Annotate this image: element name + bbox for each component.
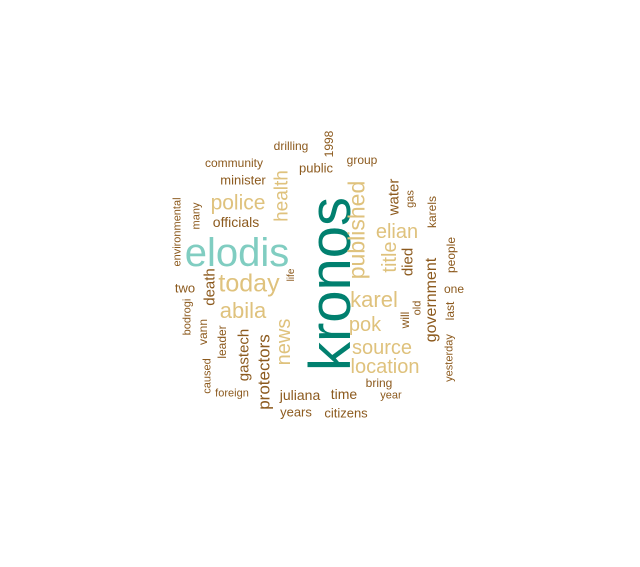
word-cloud-word: caused (201, 358, 214, 394)
word-cloud-word: time (330, 386, 358, 402)
word-cloud-word: one (443, 282, 465, 296)
word-cloud-word: location (350, 356, 420, 378)
word-cloud-word: group (346, 153, 378, 167)
word-cloud-word: abila (219, 298, 267, 323)
word-cloud-word: will (398, 311, 412, 329)
word-cloud-word: juliana (279, 387, 321, 403)
word-cloud-word: last (443, 301, 457, 321)
word-cloud-word: community (204, 156, 264, 170)
word-cloud-word: old (411, 300, 424, 316)
word-cloud-word: many (190, 202, 203, 230)
word-cloud-word: year (380, 389, 402, 402)
word-cloud-word: protectors (254, 334, 274, 410)
word-cloud-word: bodrogi (181, 298, 194, 336)
word-cloud-word: died (399, 247, 417, 277)
word-cloud-word: source (351, 337, 413, 359)
word-cloud-word: vann (196, 318, 210, 346)
word-cloud-word: bring (365, 376, 393, 390)
word-cloud-word: life (286, 268, 297, 282)
word-cloud-word: years (280, 404, 312, 420)
word-cloud-word: government (423, 257, 440, 343)
word-cloud-word: foreign (215, 387, 249, 400)
word-cloud-word: 1998 (322, 130, 336, 158)
word-cloud-word: leader (215, 325, 229, 359)
word-cloud-word: death (201, 268, 219, 306)
word-cloud-word: officials (212, 214, 260, 230)
word-cloud-word: elodis (184, 231, 290, 275)
word-cloud-word: public (299, 160, 333, 176)
word-cloud-word: title (379, 241, 401, 273)
word-cloud-word: published (343, 180, 370, 280)
word-cloud-word: karels (425, 195, 439, 229)
word-cloud-word: gas (404, 190, 417, 208)
word-cloud-word: minister (220, 172, 266, 188)
word-cloud-word: drilling (273, 139, 309, 153)
word-cloud-word: police (210, 191, 266, 215)
word-cloud-word: gastech (235, 328, 253, 382)
word-cloud-word: pok (348, 314, 382, 336)
word-cloud-word: environmental (171, 197, 184, 267)
word-cloud-word: two (174, 280, 196, 296)
word-cloud-word: yesterday (443, 334, 456, 382)
word-cloud-word: health (271, 170, 293, 222)
word-cloud-word: citizens (324, 405, 368, 421)
word-cloud-word: elian (375, 221, 419, 243)
word-cloud-word: people (444, 236, 458, 274)
word-cloud-word: karel (350, 287, 398, 312)
word-cloud-word: news (273, 318, 295, 366)
word-cloud-word: water (385, 178, 403, 216)
word-cloud-word: today (218, 269, 280, 298)
